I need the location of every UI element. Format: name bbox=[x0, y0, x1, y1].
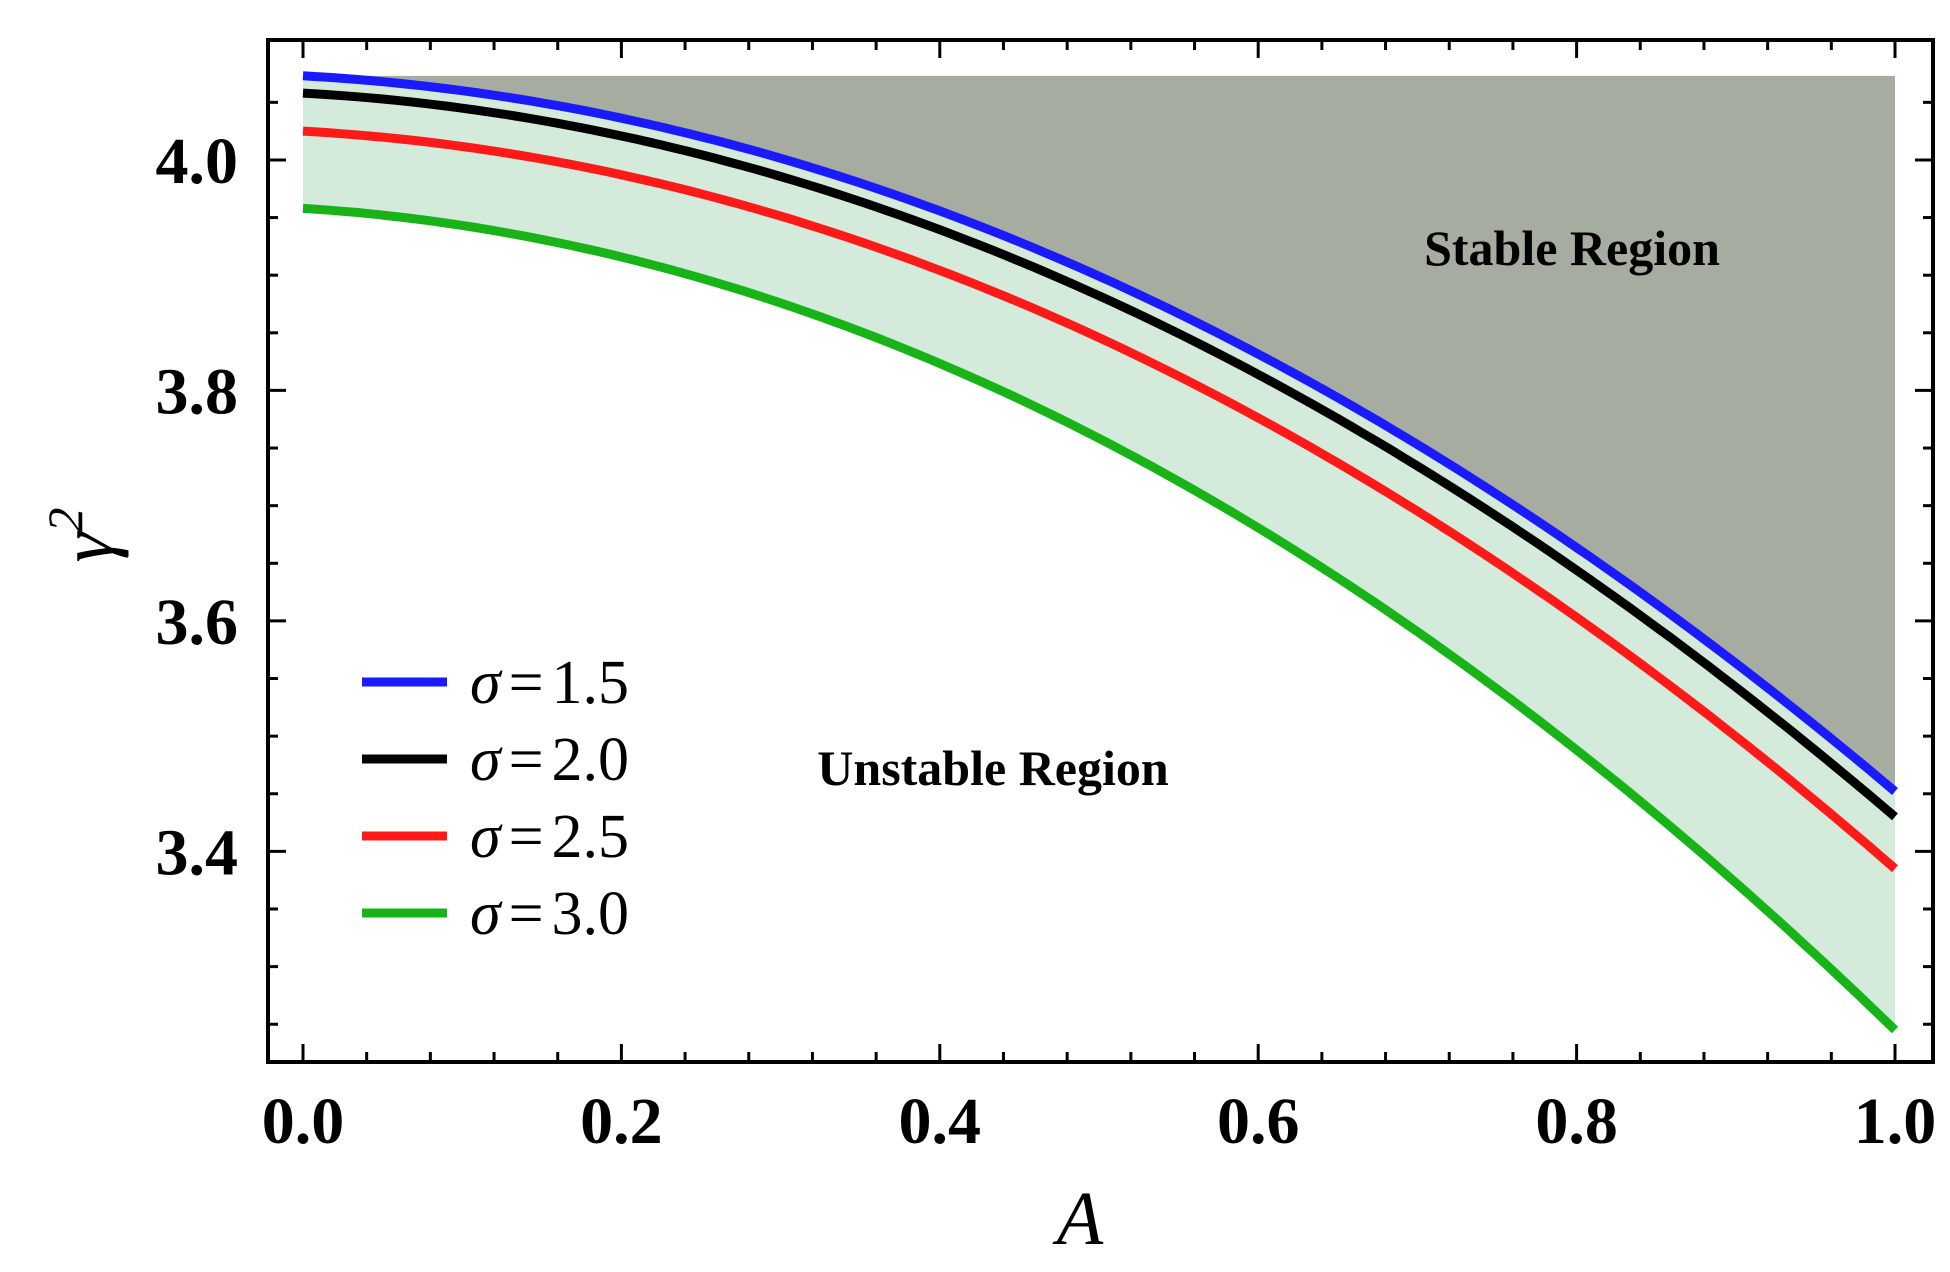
x-tick-label: 0.6 bbox=[1217, 1085, 1300, 1158]
x-tick-label: 0.4 bbox=[899, 1085, 982, 1158]
legend: σ = 1.5 σ = 2.0 σ = 2.5 σ = 3.0 bbox=[362, 649, 629, 948]
x-tick-label: 0.2 bbox=[580, 1085, 663, 1158]
legend-item-4: σ = 3.0 bbox=[362, 880, 629, 948]
legend-label: σ = 1.5 bbox=[470, 649, 629, 717]
x-tick-label: 0.0 bbox=[262, 1085, 345, 1158]
axis-ticks bbox=[268, 40, 1933, 1062]
legend-item-1: σ = 1.5 bbox=[362, 649, 629, 717]
y-axis-label: γ2 bbox=[37, 508, 129, 563]
legend-item-3: σ = 2.5 bbox=[362, 803, 629, 871]
legend-label: σ = 2.5 bbox=[470, 803, 629, 871]
x-tick-label: 0.8 bbox=[1535, 1085, 1618, 1158]
y-tick-label: 3.6 bbox=[156, 586, 239, 659]
unstable-region-label: Unstable Region bbox=[817, 740, 1169, 796]
y-tick-label: 3.8 bbox=[156, 355, 239, 428]
y-axis-label-base: γ bbox=[45, 530, 129, 562]
x-axis-label: A bbox=[1052, 1177, 1104, 1261]
series-lines bbox=[302, 71, 1899, 1034]
series-line-2 bbox=[302, 88, 1898, 821]
series-line-1 bbox=[302, 71, 1898, 795]
tick-labels: 0.0 0.2 0.4 0.6 0.8 1.0 3.4 3.6 3.8 4.0 bbox=[156, 125, 1937, 1158]
legend-label: σ = 3.0 bbox=[470, 880, 629, 948]
y-axis-label-superscript: 2 bbox=[37, 508, 93, 533]
plot-frame bbox=[266, 38, 1935, 1064]
svg-text:γ2: γ2 bbox=[37, 508, 129, 563]
legend-item-2: σ = 2.0 bbox=[362, 726, 629, 794]
y-tick-label: 3.4 bbox=[156, 816, 239, 889]
y-tick-label: 4.0 bbox=[156, 125, 239, 198]
series-line-4 bbox=[302, 203, 1899, 1034]
legend-label: σ = 2.0 bbox=[470, 726, 629, 794]
stable-region-label: Stable Region bbox=[1424, 220, 1720, 276]
series-line-3 bbox=[302, 126, 1898, 873]
stable-region-fill bbox=[303, 75, 1895, 792]
x-tick-label: 1.0 bbox=[1854, 1085, 1937, 1158]
plot-border bbox=[266, 38, 1935, 1064]
